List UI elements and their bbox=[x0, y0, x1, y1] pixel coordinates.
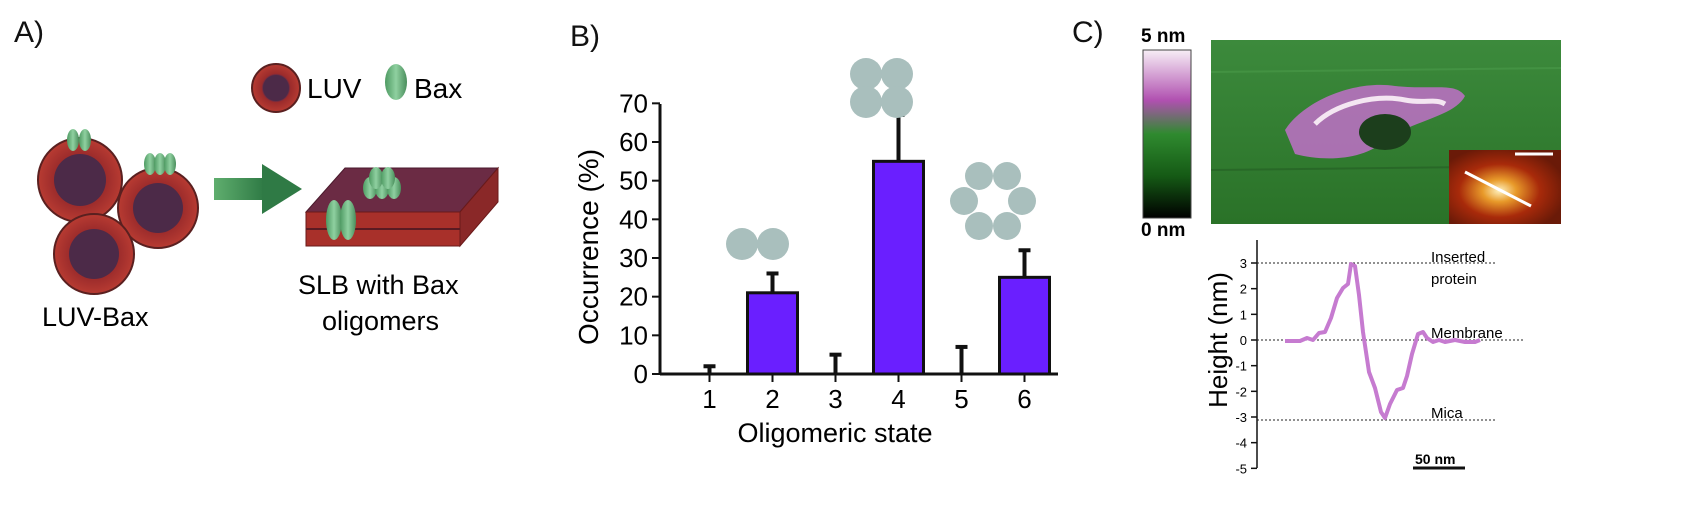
profile-y-tick-label: 1 bbox=[1240, 307, 1247, 322]
annotation-membrane: Membrane bbox=[1431, 325, 1503, 342]
colorbar-max-label: 5 nm bbox=[1141, 26, 1185, 47]
profile-y-axis-label: Height (nm) bbox=[1203, 272, 1233, 408]
chart-x-tick-label: 2 bbox=[765, 384, 779, 414]
profile-y-tick-label: -2 bbox=[1235, 384, 1247, 399]
chart-x-tick-label: 1 bbox=[702, 384, 716, 414]
chart-y-axis-label: Occurrence (%) bbox=[573, 149, 604, 345]
panel-b-label: B) bbox=[570, 20, 600, 53]
profile-y-tick-label: 2 bbox=[1240, 282, 1247, 297]
legend-bax-label: Bax bbox=[414, 73, 462, 104]
panel-a-illustration: LUV Bax LUV-Bax SLB w bbox=[37, 63, 500, 336]
profile-y-tick-label: 0 bbox=[1240, 333, 1247, 348]
luv-vesicle bbox=[117, 153, 199, 249]
annotation-mica: Mica bbox=[1431, 405, 1463, 422]
afm-inset-image bbox=[1449, 150, 1561, 224]
chart-y-tick-label: 60 bbox=[619, 127, 648, 157]
height-profile-plot: 3 2 1 0 -1 -2 -3 -4 -5 Height (nm) Inserted prot… bbox=[1203, 240, 1525, 476]
tetramer-icon bbox=[850, 58, 913, 118]
slb-caption-line1: SLB with Bax bbox=[298, 270, 459, 300]
colorbar-min-label: 0 nm bbox=[1141, 220, 1185, 241]
chart-x-tick-label: 5 bbox=[954, 384, 968, 414]
hexamer-icon bbox=[950, 162, 1036, 240]
chart-y-tick-label: 50 bbox=[619, 166, 648, 196]
chart-x-tick-label: 6 bbox=[1017, 384, 1031, 414]
height-profile-line bbox=[1285, 262, 1481, 420]
annotation-inserted-line1: Inserted bbox=[1431, 249, 1485, 266]
legend-luv-icon bbox=[251, 63, 301, 113]
panel-a-label: A) bbox=[14, 16, 44, 49]
chart-x-tick-label: 3 bbox=[828, 384, 842, 414]
panel-c-label: C) bbox=[1072, 16, 1104, 49]
arrow-icon bbox=[214, 164, 302, 214]
chart-bar bbox=[872, 159, 925, 376]
chart-x-tick-label: 4 bbox=[891, 384, 905, 414]
luv-vesicle bbox=[37, 129, 123, 223]
chart-x-axis-label: Oligomeric state bbox=[737, 418, 932, 448]
annotation-inserted-line2: protein bbox=[1431, 271, 1477, 288]
slb-bilayer bbox=[304, 166, 500, 248]
chart-y-tick-label: 20 bbox=[619, 282, 648, 312]
chart-y-tick-label: 10 bbox=[619, 320, 648, 350]
profile-y-tick-label: -4 bbox=[1235, 436, 1247, 451]
profile-y-tick-label: -3 bbox=[1235, 410, 1247, 425]
profile-y-tick-label: -5 bbox=[1235, 461, 1247, 476]
colorbar bbox=[1142, 49, 1192, 219]
chart-y-tick-label: 70 bbox=[619, 88, 648, 118]
afm-panel: 5 nm 0 nm 3 2 1 0 -1 -2 -3 -4 -5 Height (nm) Ins… bbox=[1141, 26, 1562, 476]
chart-bar bbox=[746, 291, 799, 376]
profile-y-tick-label: 3 bbox=[1240, 256, 1247, 271]
dimer-icon bbox=[726, 228, 789, 260]
chart-y-tick-label: 40 bbox=[619, 204, 648, 234]
chart-bar bbox=[998, 275, 1051, 376]
legend-bax-icon bbox=[385, 64, 407, 100]
occurrence-bar-chart: 0 10 20 30 40 50 60 70 1 2 3 4 5 6 Occurrence (%) Oli… bbox=[573, 58, 1058, 448]
legend-luv-label: LUV bbox=[307, 73, 362, 104]
profile-y-tick-label: -1 bbox=[1235, 359, 1247, 374]
slb-caption-line2: oligomers bbox=[322, 306, 439, 336]
chart-y-tick-label: 30 bbox=[619, 243, 648, 273]
luv-vesicle bbox=[53, 213, 135, 295]
scalebar-label: 50 nm bbox=[1415, 451, 1455, 467]
luv-bax-caption: LUV-Bax bbox=[42, 302, 149, 332]
chart-y-tick-label: 0 bbox=[634, 359, 648, 389]
